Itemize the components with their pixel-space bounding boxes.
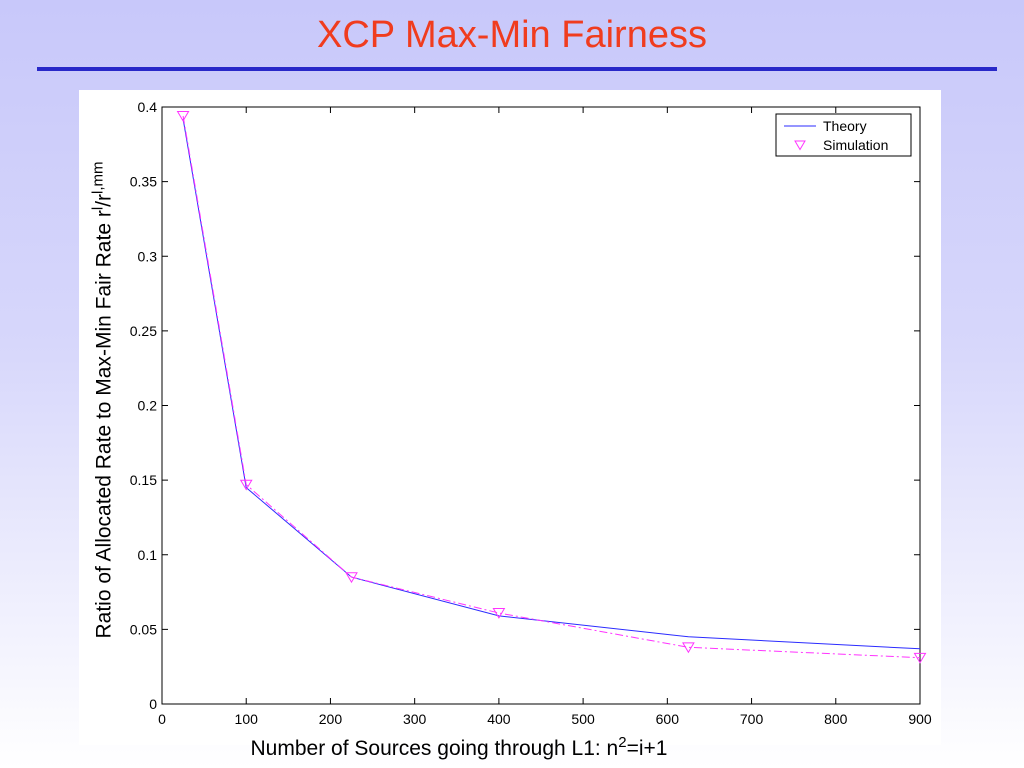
title-divider bbox=[37, 67, 997, 71]
legend-box bbox=[775, 113, 912, 157]
x-axis-label: Number of Sources going through L1: n2=i… bbox=[79, 734, 839, 761]
y-tick-label: 0.1 bbox=[138, 547, 158, 563]
x-tick-label: 400 bbox=[487, 711, 511, 727]
series-line-theory bbox=[182, 118, 921, 650]
y-tick-label: 0.3 bbox=[138, 248, 158, 264]
legend-label-simulation: Simulation bbox=[823, 137, 888, 153]
y-axis-label-mid: /r bbox=[92, 193, 116, 207]
x-tick-label: 900 bbox=[908, 711, 932, 727]
data-point-simulation bbox=[176, 111, 190, 122]
y-tick-label: 0 bbox=[149, 696, 157, 712]
x-tick-label: 200 bbox=[319, 711, 343, 727]
data-point-simulation bbox=[492, 608, 506, 619]
x-axis-label-main: Number of Sources going through L1: n bbox=[250, 737, 619, 760]
data-point-simulation bbox=[913, 652, 927, 664]
y-tick-label: 0.15 bbox=[130, 472, 157, 488]
x-tick-label: 300 bbox=[403, 711, 427, 727]
data-point-simulation bbox=[682, 642, 695, 654]
series-line-simulation bbox=[182, 115, 921, 659]
y-axis-label: Ratio of Allocated Rate to Max-Min Fair … bbox=[90, 161, 117, 638]
y-axis-label-sup-lmm: l,mm bbox=[89, 161, 107, 194]
x-tick-label: 100 bbox=[235, 711, 259, 727]
legend-label-theory: Theory bbox=[823, 118, 867, 134]
y-tick-label: 0.4 bbox=[138, 99, 158, 115]
y-tick-label: 0.35 bbox=[130, 174, 157, 190]
y-axis-label-sup-l: l bbox=[89, 206, 107, 211]
x-tick-label: 500 bbox=[571, 711, 595, 727]
x-tick-label: 800 bbox=[824, 711, 848, 727]
data-point-simulation bbox=[239, 479, 253, 491]
chart-panel bbox=[79, 90, 941, 745]
slide-title: XCP Max-Min Fairness bbox=[317, 14, 707, 56]
x-tick-label: 600 bbox=[656, 711, 680, 727]
y-tick-label: 0.25 bbox=[130, 323, 157, 339]
x-tick-label: 0 bbox=[158, 711, 166, 727]
legend-marker-simulation bbox=[794, 140, 806, 151]
x-tick-label: 700 bbox=[740, 711, 764, 727]
y-tick-label: 0.2 bbox=[138, 398, 158, 414]
x-axis-label-tail: =i+1 bbox=[626, 737, 668, 760]
data-point-simulation bbox=[345, 572, 358, 584]
y-axis-label-main: Ratio of Allocated Rate to Max-Min Fair … bbox=[92, 210, 116, 639]
y-tick-label: 0.05 bbox=[130, 621, 157, 637]
plot-frame bbox=[161, 106, 921, 705]
x-axis-label-sup: 2 bbox=[618, 734, 627, 751]
